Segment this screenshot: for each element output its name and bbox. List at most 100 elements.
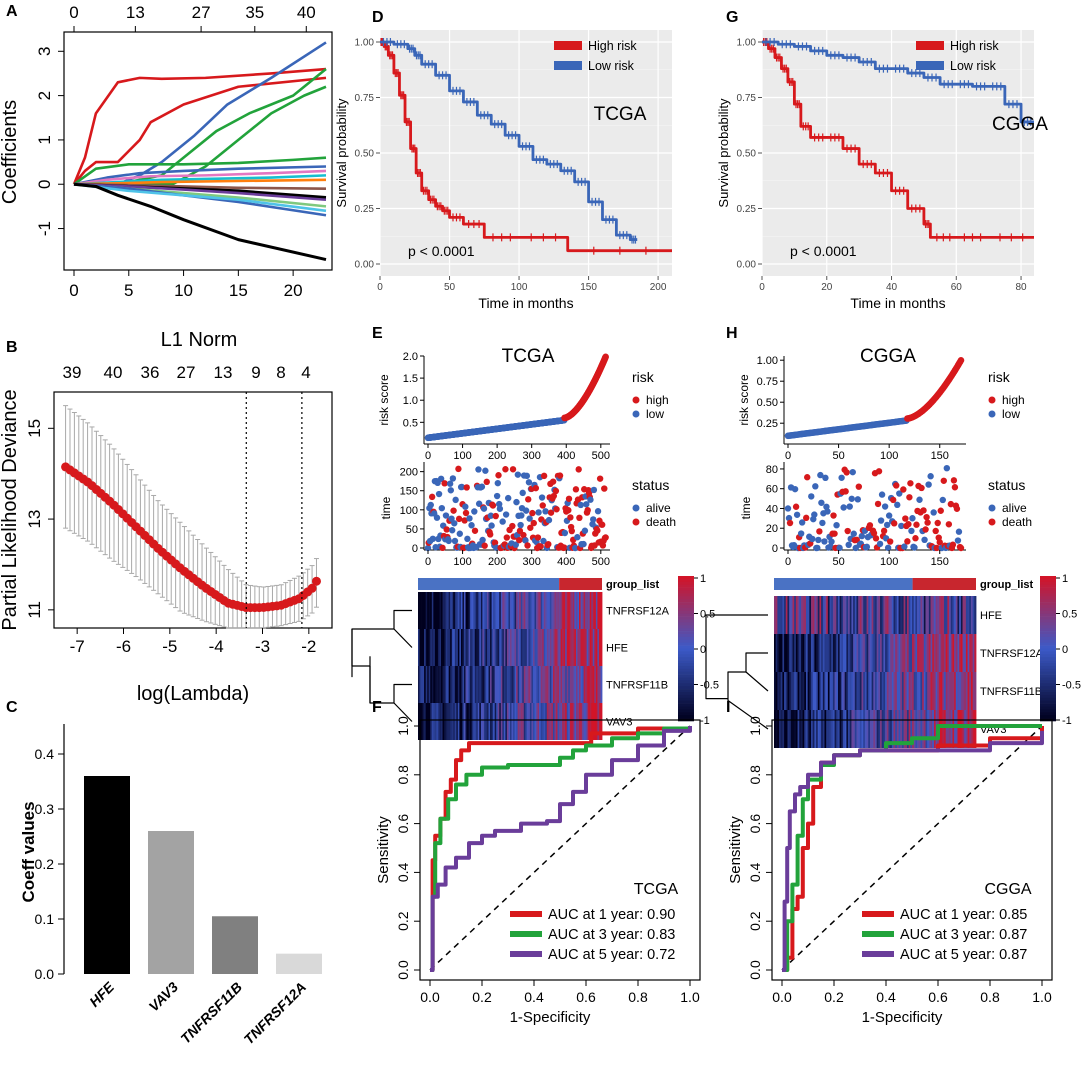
heat-cell (566, 703, 569, 740)
heat-cell (869, 710, 873, 748)
time-point (455, 465, 462, 473)
heat-cell (543, 592, 546, 629)
gene-label-HFE: HFE (606, 643, 628, 655)
heat-cell (965, 634, 968, 672)
heat-cell (834, 710, 837, 748)
time-point (793, 511, 801, 518)
heat-cell (843, 672, 846, 710)
heat-cell (465, 703, 468, 740)
time-point (587, 496, 594, 503)
heat-cell (526, 629, 529, 666)
heat-cell (915, 672, 918, 710)
heat-cell (841, 634, 844, 672)
heat-cell (805, 596, 809, 634)
y-tick-label: 0.0 (35, 966, 55, 982)
heat-cell (809, 710, 812, 748)
heat-cell (546, 666, 549, 703)
top-tick-label: 40 (104, 363, 123, 382)
heat-cell (898, 596, 901, 634)
heat-cell (824, 596, 827, 634)
time-point (556, 472, 564, 479)
heat-cell (572, 666, 575, 703)
heat-cell (503, 703, 506, 740)
time-point (462, 509, 470, 517)
time-point (438, 504, 446, 512)
heat-cell (595, 592, 598, 629)
heat-cell (863, 596, 866, 634)
heat-cell (510, 666, 512, 703)
heat-cell (510, 592, 512, 629)
heat-cell (580, 592, 583, 629)
plot-frame (771, 719, 1053, 981)
heat-cell (568, 666, 571, 703)
time-point (920, 507, 927, 514)
heat-cell (418, 666, 420, 703)
heat-cell (520, 629, 523, 666)
heat-cell (839, 596, 842, 634)
heat-cell (962, 672, 965, 710)
heat-cell (560, 592, 563, 629)
heat-cell (471, 592, 474, 629)
colorbar-label: -0.5 (700, 680, 719, 692)
heat-cell (944, 672, 947, 710)
heat-cell (785, 634, 788, 672)
y-tick-label: 0.25 (757, 418, 778, 430)
heat-cell (885, 710, 888, 748)
heat-cell (886, 710, 889, 748)
heat-cell (849, 634, 852, 672)
heat-cell (585, 629, 588, 666)
heat-cell (526, 592, 529, 629)
heat-cell (460, 666, 463, 703)
legend-label-alive: alive (1002, 501, 1027, 515)
heat-cell (905, 634, 908, 672)
heat-cell (957, 634, 960, 672)
heat-cell (575, 666, 578, 703)
heat-cell (927, 672, 930, 710)
colorbar-segment (678, 648, 694, 652)
heat-cell (522, 592, 525, 629)
heat-cell (790, 634, 793, 672)
heat-cell (598, 629, 601, 666)
heat-cell (895, 710, 898, 748)
heat-cell (871, 672, 874, 710)
heat-cell (551, 629, 554, 666)
time-point (452, 496, 459, 504)
heat-cell (424, 629, 427, 666)
heat-cell (551, 666, 554, 703)
time-point (481, 542, 488, 549)
heat-cell (945, 672, 948, 710)
colorbar-segment (1040, 622, 1056, 626)
time-point (923, 513, 930, 521)
heat-cell (849, 596, 852, 634)
heat-cell (557, 629, 560, 666)
heat-cell (523, 666, 526, 703)
colorbar-segment (1040, 668, 1056, 672)
risk-point (602, 353, 609, 361)
heat-cell (542, 629, 545, 666)
heat-cell (545, 629, 548, 666)
heat-cell (787, 672, 790, 710)
heat-cell (819, 634, 822, 672)
colorbar-segment (1040, 639, 1056, 643)
time-point (514, 471, 522, 478)
heat-cell (431, 629, 434, 666)
time-point (900, 486, 907, 493)
heat-cell (950, 634, 953, 672)
heat-cell (517, 703, 520, 740)
time-point (953, 505, 961, 512)
heat-cell (488, 592, 491, 629)
heat-cell (525, 666, 528, 703)
heat-cell (563, 703, 566, 740)
heat-cell (952, 672, 955, 710)
heat-cell (960, 596, 963, 634)
heat-cell (942, 710, 945, 748)
heat-cell (846, 672, 849, 710)
time-point (461, 517, 468, 524)
time-point (561, 529, 569, 537)
top-tick-label: 13 (214, 363, 233, 382)
colorbar-segment (678, 639, 694, 643)
x-tick-label: 0 (425, 556, 431, 568)
time-point (932, 527, 939, 535)
colorbar-segment (1040, 651, 1056, 655)
heat-cell (445, 592, 448, 629)
